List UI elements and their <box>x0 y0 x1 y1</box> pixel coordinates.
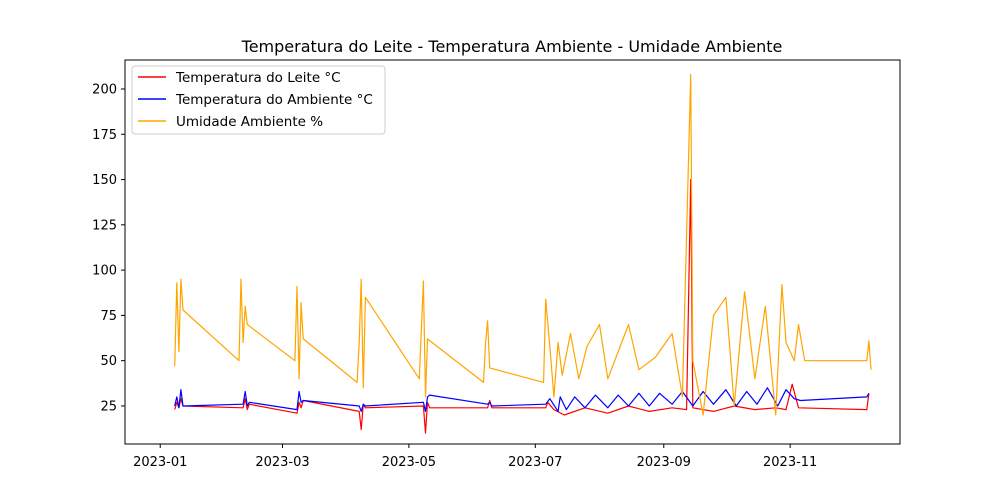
y-tick-label: 200 <box>92 82 117 97</box>
legend-box <box>131 65 386 135</box>
x-tick-label: 2023-07 <box>508 455 562 470</box>
series-line-1 <box>174 387 870 412</box>
y-tick-label: 150 <box>92 173 117 188</box>
legend-label-1: Temperatura do Ambiente °C <box>175 92 373 108</box>
chart-title: Temperatura do Leite - Temperatura Ambie… <box>241 37 783 56</box>
y-tick-label: 25 <box>100 399 117 414</box>
x-tick-label: 2023-05 <box>382 455 436 470</box>
y-tick-label: 175 <box>92 128 117 143</box>
y-tick-label: 50 <box>100 354 117 369</box>
legend: Temperatura do Leite °C Temperatura do Am… <box>131 65 386 135</box>
legend-label-2: Umidade Ambiente % <box>176 114 323 130</box>
x-tick-label: 2023-11 <box>763 455 817 470</box>
y-tick-label: 100 <box>92 264 117 279</box>
legend-label-0: Temperatura do Leite °C <box>175 70 341 86</box>
series-line-2 <box>174 73 872 416</box>
series-line-0 <box>174 178 870 434</box>
x-tick-label: 2023-09 <box>637 455 691 470</box>
plot-frame <box>124 59 901 445</box>
y-tick-label: 125 <box>92 218 117 233</box>
x-tick-label: 2023-01 <box>133 455 187 470</box>
x-tick-label: 2023-03 <box>255 455 309 470</box>
y-tick-label: 75 <box>100 309 117 324</box>
